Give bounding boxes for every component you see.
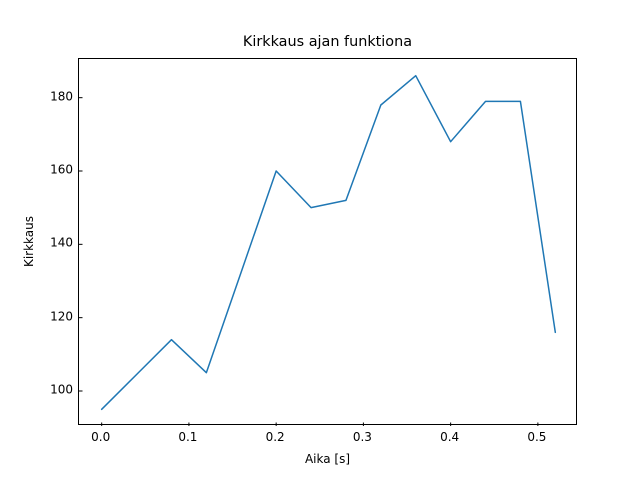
x-axis-label: Aika [s]: [304, 452, 351, 466]
y-tick-label: 140: [50, 235, 73, 250]
x-tick-marks: [101, 422, 539, 426]
y-tick-label: 100: [50, 382, 73, 397]
y-tick-label: 180: [50, 89, 73, 104]
plot-axes: [78, 58, 577, 426]
x-tick-label: 0.4: [440, 430, 460, 444]
chart-title: Kirkkaus ajan funktiona: [242, 34, 413, 50]
x-tick-label: 0.0: [91, 430, 111, 444]
y-tick-label: 160: [50, 162, 73, 177]
y-tick-marks: [79, 97, 83, 392]
tick-marks-group: [79, 97, 539, 426]
x-tick-label: 0.3: [352, 430, 372, 444]
x-tick-label: 0.2: [265, 430, 285, 444]
data-series-line: [100, 74, 557, 411]
x-tick-label: 0.5: [527, 430, 547, 444]
plot-canvas: [79, 74, 557, 426]
y-axis-label: Kirkkaus: [22, 215, 36, 268]
y-tick-label: 120: [50, 309, 73, 324]
x-tick-label: 0.1: [178, 430, 198, 444]
